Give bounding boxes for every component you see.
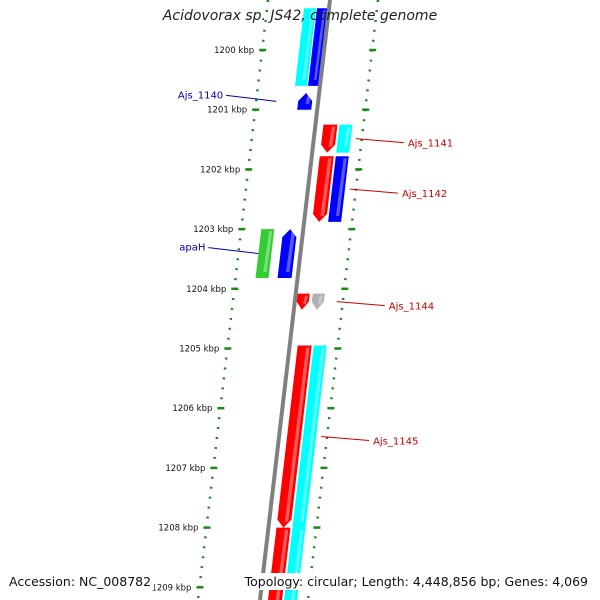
gene-ajs-1141 [321, 124, 338, 153]
kbp-tick-label: 1205 kbp [179, 345, 219, 355]
kbp-tick-label: 1209 kbp [151, 583, 191, 593]
cds-ajs-1142 [328, 156, 349, 222]
svg-text:Ajs_1145: Ajs_1145 [373, 437, 418, 448]
kbp-tick: 1206 kbp [172, 404, 225, 414]
gene-ajs-1140 [297, 92, 313, 110]
map-title: Acidovorax sp. JS42, complete genome [162, 8, 438, 24]
kbp-tick: 1204 kbp [186, 285, 239, 295]
cds-ajs-1139 [294, 8, 317, 86]
svg-text:Ajs_1140: Ajs_1140 [178, 90, 223, 101]
svg-text:Ajs_1141: Ajs_1141 [408, 139, 453, 150]
genome-backbone [258, 0, 332, 600]
pseudo-ajs-1143 [311, 293, 325, 310]
label-ajs-1144[interactable]: Ajs_1144 [336, 301, 434, 313]
kbp-tick: 1209 kbp [151, 583, 204, 593]
kbp-tick-label: 1208 kbp [158, 524, 198, 534]
kbp-tick: 1202 kbp [200, 165, 253, 175]
kbp-tick: 1201 kbp [207, 106, 260, 116]
kbp-tick: 1205 kbp [179, 345, 232, 355]
gene-ajs-1139 [307, 8, 328, 86]
label-ajs-1141[interactable]: Ajs_1141 [355, 138, 453, 150]
gene-labels: Ajs_1140 Ajs_1141 Ajs_1142 apaH Ajs_1144 Ajs_… [178, 90, 453, 447]
kbp-tick-label: 1202 kbp [200, 165, 240, 175]
inner-dotted-guide [196, 0, 270, 600]
label-apah[interactable]: apaH [179, 243, 259, 255]
kbp-tick-label: 1206 kbp [172, 404, 212, 414]
label-ajs-1140[interactable]: Ajs_1140 [178, 90, 277, 102]
svg-text:apaH: apaH [179, 243, 205, 254]
accession-text: Accession: NC_008782 [6, 573, 155, 590]
outer-dotted-guide [306, 0, 380, 600]
kbp-tick: 1207 kbp [165, 464, 218, 474]
kbp-tick: 1203 kbp [193, 225, 246, 235]
gene-apah [277, 229, 297, 279]
cds-ajs-1141 [336, 124, 353, 153]
gene-ajs-1144 [296, 293, 310, 310]
label-ajs-1145[interactable]: Ajs_1145 [321, 436, 418, 448]
svg-text:Ajs_1144: Ajs_1144 [389, 302, 434, 313]
cds-ajs-1145 [292, 345, 327, 528]
kbp-tick-label: 1207 kbp [165, 464, 205, 474]
kbp-tick: 1200 kbp [214, 46, 267, 56]
label-ajs-1142[interactable]: Ajs_1142 [349, 188, 447, 200]
kbp-tick: 1208 kbp [158, 524, 211, 534]
kbp-tick-label: 1200 kbp [214, 46, 254, 56]
kbp-tick-label: 1201 kbp [207, 106, 247, 116]
svg-text:Ajs_1142: Ajs_1142 [402, 189, 447, 200]
kbp-tick-label: 1204 kbp [186, 285, 226, 295]
gene-features [255, 8, 353, 600]
topology-text: Topology: circular; Length: 4,448,856 bp… [241, 573, 591, 590]
kbp-tick-label: 1203 kbp [193, 225, 233, 235]
kbp-ticks: 1200 kbp 1201 kbp 1202 kbp 1203 kbp 1204 kbp… [151, 46, 377, 593]
gene-ajs-1142 [313, 156, 334, 222]
gene-ajs-1145 [277, 345, 312, 528]
cds-apah [255, 229, 275, 279]
dotted-guides [196, 0, 380, 600]
